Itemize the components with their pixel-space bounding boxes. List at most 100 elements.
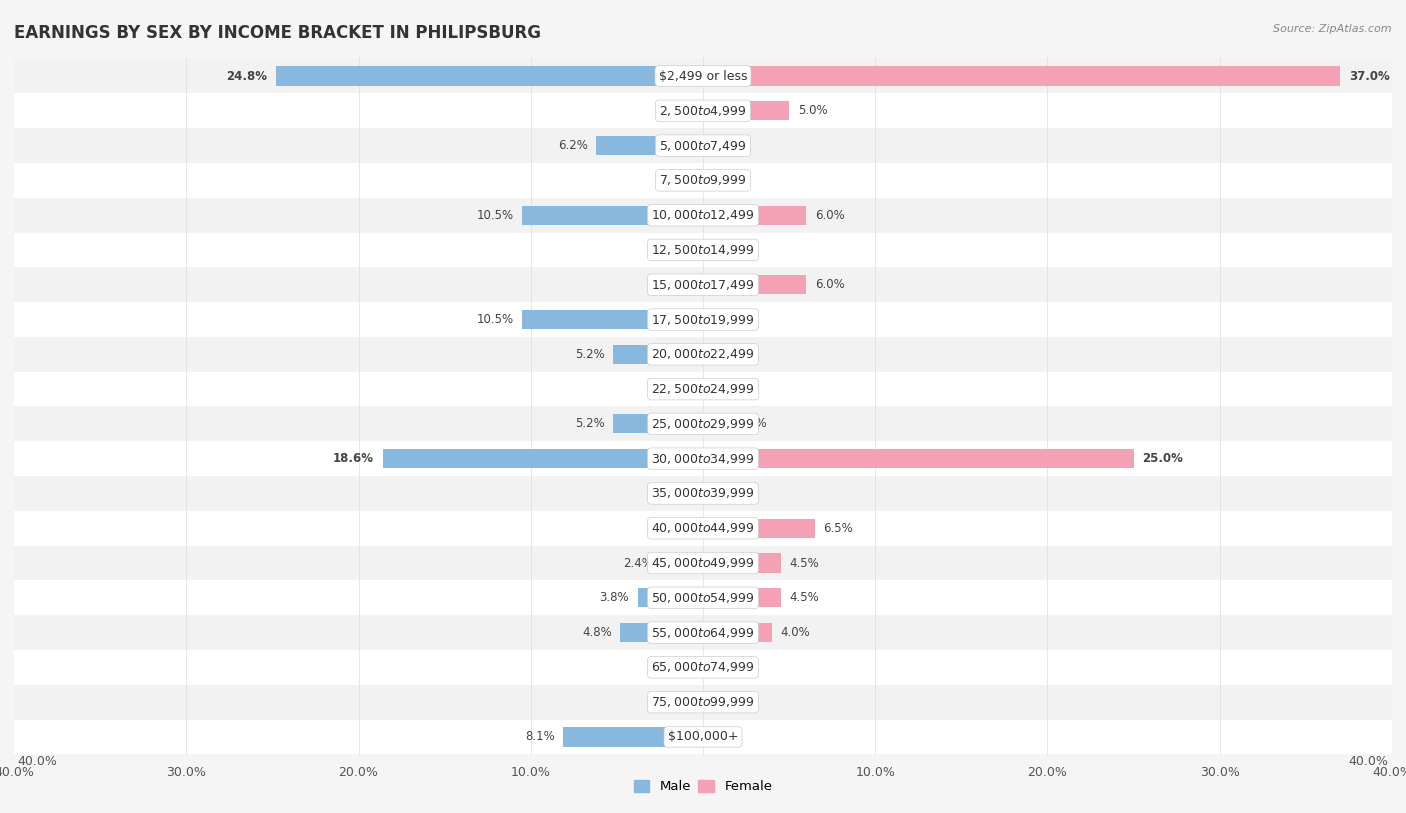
Bar <box>14 128 1392 163</box>
Text: 0.0%: 0.0% <box>665 278 695 291</box>
Bar <box>14 59 1392 93</box>
Text: EARNINGS BY SEX BY INCOME BRACKET IN PHILIPSBURG: EARNINGS BY SEX BY INCOME BRACKET IN PHI… <box>14 24 541 42</box>
Text: $17,500 to $19,999: $17,500 to $19,999 <box>651 312 755 327</box>
Bar <box>14 476 1392 511</box>
Text: 0.0%: 0.0% <box>711 487 741 500</box>
Text: 0.0%: 0.0% <box>665 522 695 535</box>
Bar <box>703 102 789 120</box>
Text: 10.5%: 10.5% <box>477 313 513 326</box>
Text: $5,000 to $7,499: $5,000 to $7,499 <box>659 138 747 153</box>
Text: 5.0%: 5.0% <box>797 104 827 117</box>
Bar <box>14 337 1392 372</box>
Text: 0.0%: 0.0% <box>711 383 741 396</box>
Text: 1.5%: 1.5% <box>738 417 768 430</box>
Text: $55,000 to $64,999: $55,000 to $64,999 <box>651 625 755 640</box>
Bar <box>522 310 703 329</box>
Text: $25,000 to $29,999: $25,000 to $29,999 <box>651 417 755 431</box>
Bar <box>703 519 815 538</box>
Text: $30,000 to $34,999: $30,000 to $34,999 <box>651 452 755 466</box>
Text: 5.2%: 5.2% <box>575 348 605 361</box>
Text: $50,000 to $54,999: $50,000 to $54,999 <box>651 591 755 605</box>
Bar <box>613 345 703 364</box>
Text: 0.0%: 0.0% <box>711 696 741 709</box>
Bar <box>703 449 1133 468</box>
Bar <box>14 233 1392 267</box>
Bar <box>14 511 1392 546</box>
Text: 0.0%: 0.0% <box>665 104 695 117</box>
Text: 4.8%: 4.8% <box>582 626 612 639</box>
Text: 6.0%: 6.0% <box>815 278 845 291</box>
Text: 10.5%: 10.5% <box>477 209 513 222</box>
Text: $40,000 to $44,999: $40,000 to $44,999 <box>651 521 755 535</box>
Bar <box>637 589 703 607</box>
Bar <box>522 206 703 224</box>
Bar <box>703 67 1340 85</box>
Bar <box>596 136 703 155</box>
Text: $45,000 to $49,999: $45,000 to $49,999 <box>651 556 755 570</box>
Text: 25.0%: 25.0% <box>1142 452 1182 465</box>
Text: $2,500 to $4,999: $2,500 to $4,999 <box>659 104 747 118</box>
Bar <box>276 67 703 85</box>
Bar <box>14 406 1392 441</box>
Text: 0.0%: 0.0% <box>665 661 695 674</box>
Bar <box>14 650 1392 685</box>
Bar <box>14 720 1392 754</box>
Text: Source: ZipAtlas.com: Source: ZipAtlas.com <box>1274 24 1392 34</box>
Bar <box>14 441 1392 476</box>
Bar <box>620 623 703 642</box>
Bar <box>703 415 728 433</box>
Text: 6.0%: 6.0% <box>815 209 845 222</box>
Text: $2,499 or less: $2,499 or less <box>659 70 747 83</box>
Bar <box>14 615 1392 650</box>
Text: 8.1%: 8.1% <box>524 730 555 743</box>
Bar <box>14 580 1392 615</box>
Bar <box>613 415 703 433</box>
Text: $20,000 to $22,499: $20,000 to $22,499 <box>651 347 755 361</box>
Text: 0.0%: 0.0% <box>711 730 741 743</box>
Text: 37.0%: 37.0% <box>1348 70 1389 83</box>
Text: $65,000 to $74,999: $65,000 to $74,999 <box>651 660 755 675</box>
Text: 6.5%: 6.5% <box>824 522 853 535</box>
Text: 4.5%: 4.5% <box>789 557 818 570</box>
Text: 0.0%: 0.0% <box>665 243 695 256</box>
Bar <box>14 267 1392 302</box>
Text: $15,000 to $17,499: $15,000 to $17,499 <box>651 278 755 292</box>
Text: 0.0%: 0.0% <box>711 348 741 361</box>
Text: 5.2%: 5.2% <box>575 417 605 430</box>
Text: 18.6%: 18.6% <box>333 452 374 465</box>
Bar <box>703 206 807 224</box>
Text: 0.0%: 0.0% <box>711 174 741 187</box>
Bar <box>703 589 780 607</box>
Text: 3.8%: 3.8% <box>599 591 628 604</box>
Text: 0.0%: 0.0% <box>665 174 695 187</box>
Text: 4.0%: 4.0% <box>780 626 810 639</box>
Text: 24.8%: 24.8% <box>226 70 267 83</box>
Text: 0.0%: 0.0% <box>711 313 741 326</box>
Bar <box>703 623 772 642</box>
Bar <box>564 728 703 746</box>
Text: $75,000 to $99,999: $75,000 to $99,999 <box>651 695 755 709</box>
Text: 2.4%: 2.4% <box>623 557 652 570</box>
Bar <box>14 372 1392 406</box>
Text: 6.2%: 6.2% <box>558 139 588 152</box>
Text: 0.0%: 0.0% <box>665 383 695 396</box>
Text: 0.0%: 0.0% <box>665 487 695 500</box>
Text: $12,500 to $14,999: $12,500 to $14,999 <box>651 243 755 257</box>
Bar <box>14 546 1392 580</box>
Bar <box>662 554 703 572</box>
Text: 0.0%: 0.0% <box>711 661 741 674</box>
Text: 40.0%: 40.0% <box>17 755 58 768</box>
Text: $7,500 to $9,999: $7,500 to $9,999 <box>659 173 747 188</box>
Text: 0.0%: 0.0% <box>711 243 741 256</box>
Text: 0.0%: 0.0% <box>665 696 695 709</box>
Legend: Male, Female: Male, Female <box>628 775 778 798</box>
Text: 0.0%: 0.0% <box>711 139 741 152</box>
Bar <box>14 302 1392 337</box>
Text: $22,500 to $24,999: $22,500 to $24,999 <box>651 382 755 396</box>
Bar <box>14 198 1392 233</box>
Bar <box>703 554 780 572</box>
Text: $10,000 to $12,499: $10,000 to $12,499 <box>651 208 755 222</box>
Bar <box>703 275 807 294</box>
Bar <box>382 449 703 468</box>
Bar <box>14 685 1392 720</box>
